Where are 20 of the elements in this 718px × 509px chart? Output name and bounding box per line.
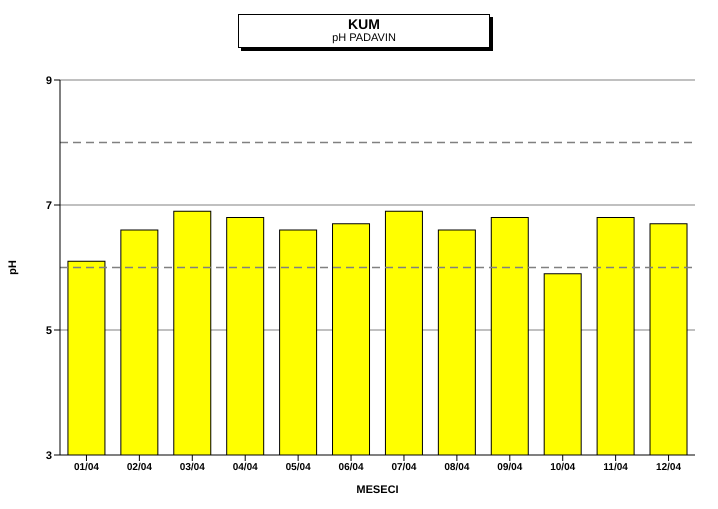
x-tick-label: 09/04 xyxy=(497,462,523,474)
x-tick-label: 01/04 xyxy=(74,462,100,474)
chart-subtitle: pH PADAVIN xyxy=(331,31,397,45)
chart-title: KUM xyxy=(347,16,381,32)
y-tick-label: 7 xyxy=(46,200,52,212)
x-axis-title: MESECI xyxy=(356,484,399,496)
x-tick-label: 05/04 xyxy=(286,462,312,474)
x-tick-label: 10/04 xyxy=(550,462,576,474)
x-tick-label: 07/04 xyxy=(391,462,417,474)
x-tick-label: 02/04 xyxy=(126,462,152,474)
y-tick-label: 3 xyxy=(46,450,52,462)
y-axis-title: pH xyxy=(6,260,19,275)
x-tick-label: 04/04 xyxy=(232,462,258,474)
y-tick-label: 9 xyxy=(46,74,52,87)
x-tick-label: 08/04 xyxy=(444,462,470,474)
y-tick-label: 5 xyxy=(46,324,52,337)
x-tick-label: 06/04 xyxy=(338,462,364,474)
x-tick-label: 12/04 xyxy=(656,462,682,474)
x-tick-label: 11/04 xyxy=(603,462,628,474)
x-tick-label: 03/04 xyxy=(180,462,206,474)
